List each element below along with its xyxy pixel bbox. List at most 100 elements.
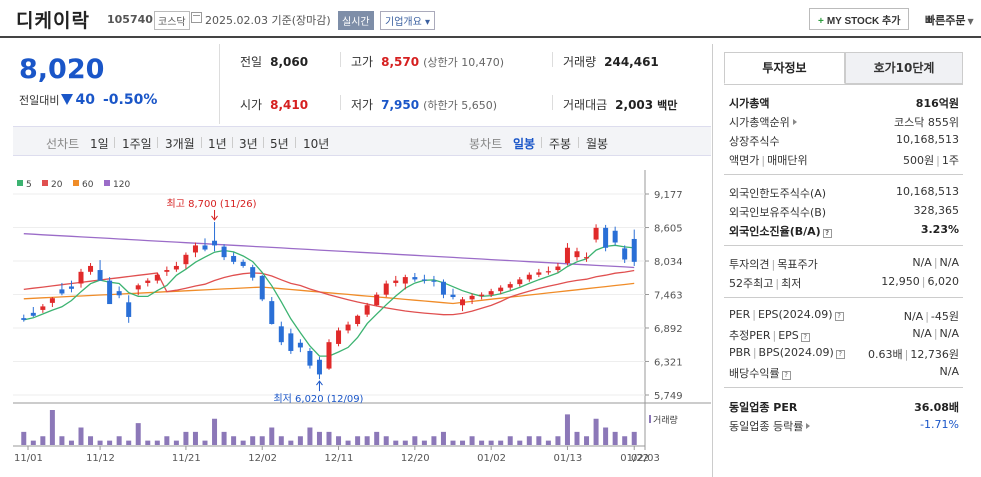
est-per-row: 추정PER | EPS? N/A | N/A — [729, 327, 959, 342]
y-tick-label: 6,321 — [654, 357, 683, 368]
period-1w[interactable]: 1주일 — [122, 137, 152, 151]
period-5y[interactable]: 5년 — [270, 137, 289, 151]
candle-body — [545, 271, 551, 273]
candle-body — [431, 280, 437, 282]
volume-label: 거래량 — [653, 414, 678, 426]
pbr-bps-row: PBR | BPS(2024.09)? 0.63배 | 12,736원 — [729, 346, 959, 361]
info-icon[interactable]: ? — [835, 350, 845, 359]
volume-bar — [355, 436, 361, 445]
realtime-button[interactable]: 실시간 — [338, 11, 374, 30]
foreign-hold-row: 외국인보유주식수(B) 328,365 — [729, 204, 959, 219]
tab-investment-info[interactable]: 투자정보 — [724, 52, 845, 84]
info-icon[interactable]: ? — [822, 229, 832, 238]
candle-body — [488, 291, 494, 295]
high-arrow-head — [211, 215, 218, 221]
candle-body — [21, 318, 27, 320]
low-arrow-head — [316, 380, 323, 386]
volume-bar — [584, 436, 590, 445]
volume-bar — [421, 440, 427, 445]
volume-bar — [345, 440, 351, 445]
candle-body — [479, 294, 485, 296]
change-percent: -0.50% — [102, 92, 158, 108]
volume-bar — [154, 440, 160, 445]
volume-legend-swatch — [649, 415, 651, 423]
volume-bar — [126, 440, 132, 445]
volume-bar — [183, 431, 189, 445]
volume-bar — [316, 431, 322, 445]
candle-body — [154, 274, 160, 281]
candle-weekly[interactable]: 주봉 — [549, 137, 572, 151]
investment-info-panel: 투자정보 호가10단계 시가총액 816억원 시가총액순위 코스닥 855위 상장주… — [712, 44, 975, 477]
candle-daily[interactable]: 일봉 — [513, 137, 536, 151]
candle-body — [78, 271, 84, 284]
candle-body — [30, 312, 36, 316]
info-icon[interactable]: ? — [800, 333, 810, 342]
candle-body — [507, 284, 513, 288]
volume-bar — [469, 436, 475, 445]
info-icon[interactable]: ? — [781, 371, 791, 380]
ma120-line — [23, 233, 635, 269]
candle-body — [460, 299, 466, 306]
volume-bar — [231, 436, 237, 445]
volume-bar — [536, 436, 542, 445]
candle-body — [116, 291, 122, 296]
candlestick-chart[interactable]: 9,177 8,605 8,034 7,463 6,892 6,321 5,749 5 20 60… — [13, 170, 711, 470]
par-value-row: 액면가 | 매매단위 500원 | 1주 — [729, 154, 959, 167]
dividend-row: 배당수익률? N/A — [729, 365, 959, 380]
info-icon[interactable]: ? — [834, 312, 844, 321]
candle-body — [68, 286, 74, 289]
candle-body — [126, 302, 132, 317]
foreign-limit-row: 외국인한도주식수(A) 10,168,513 — [729, 185, 959, 200]
legend-swatch — [104, 180, 110, 186]
quick-order-button[interactable]: 빠른주문 ▼ — [925, 12, 974, 28]
candle-body — [622, 248, 628, 260]
candle-body — [440, 281, 446, 295]
stock-name: 디케이락 — [16, 10, 90, 32]
candle-body — [59, 289, 65, 294]
candle-body — [212, 240, 218, 246]
x-tick-label: 11/21 — [172, 453, 201, 464]
candle-body — [593, 227, 599, 240]
volume-bar — [307, 427, 313, 445]
volume-bar — [107, 440, 113, 445]
add-mystock-button[interactable]: + MY STOCK 추가 — [809, 8, 910, 30]
candle-body — [307, 350, 313, 366]
company-overview-dropdown[interactable]: 기업개요 ▾ — [380, 11, 435, 30]
candle-body — [412, 277, 418, 280]
volume-bar — [374, 431, 380, 445]
period-3m[interactable]: 3개월 — [165, 137, 195, 151]
period-10y[interactable]: 10년 — [303, 137, 330, 151]
tab-order-book[interactable]: 호가10단계 — [845, 52, 963, 84]
volume-bar — [402, 440, 408, 445]
candle-monthly[interactable]: 월봉 — [586, 137, 609, 151]
legend-label: 5 — [26, 180, 32, 190]
volume-bar — [564, 414, 570, 445]
candle-body — [221, 246, 227, 258]
open-price: 시가 8,410 — [240, 98, 309, 112]
per-eps-row: PER | EPS(2024.09)? N/A | -45원 — [729, 308, 959, 323]
volume-bar — [479, 440, 485, 445]
candle-body — [145, 280, 151, 283]
candle-body — [364, 305, 370, 315]
period-1d[interactable]: 1일 — [90, 137, 109, 151]
volume-bar — [336, 436, 342, 445]
current-price-box: 8,020 전일대비 40 -0.50% — [13, 44, 220, 124]
volume-bar — [59, 436, 65, 445]
period-1y[interactable]: 1년 — [208, 137, 227, 151]
candle-chart-label: 봉차트 — [469, 137, 503, 151]
volume-bar — [526, 436, 532, 445]
volume-bar — [192, 431, 198, 445]
y-tick-label: 8,034 — [654, 257, 683, 268]
candle-body — [498, 287, 504, 292]
x-tick-label: 11/12 — [86, 453, 115, 464]
candle-body — [192, 245, 198, 253]
volume-bar — [440, 431, 446, 445]
price-change: 전일대비 40 -0.50% — [19, 92, 157, 108]
candle-body — [603, 227, 609, 248]
volume-bar — [259, 436, 265, 445]
volume-bar — [68, 440, 74, 445]
volume-bar — [393, 440, 399, 445]
line-chart-label: 선차트 — [46, 137, 80, 151]
candle-body — [326, 342, 332, 369]
period-3y[interactable]: 3년 — [239, 137, 258, 151]
